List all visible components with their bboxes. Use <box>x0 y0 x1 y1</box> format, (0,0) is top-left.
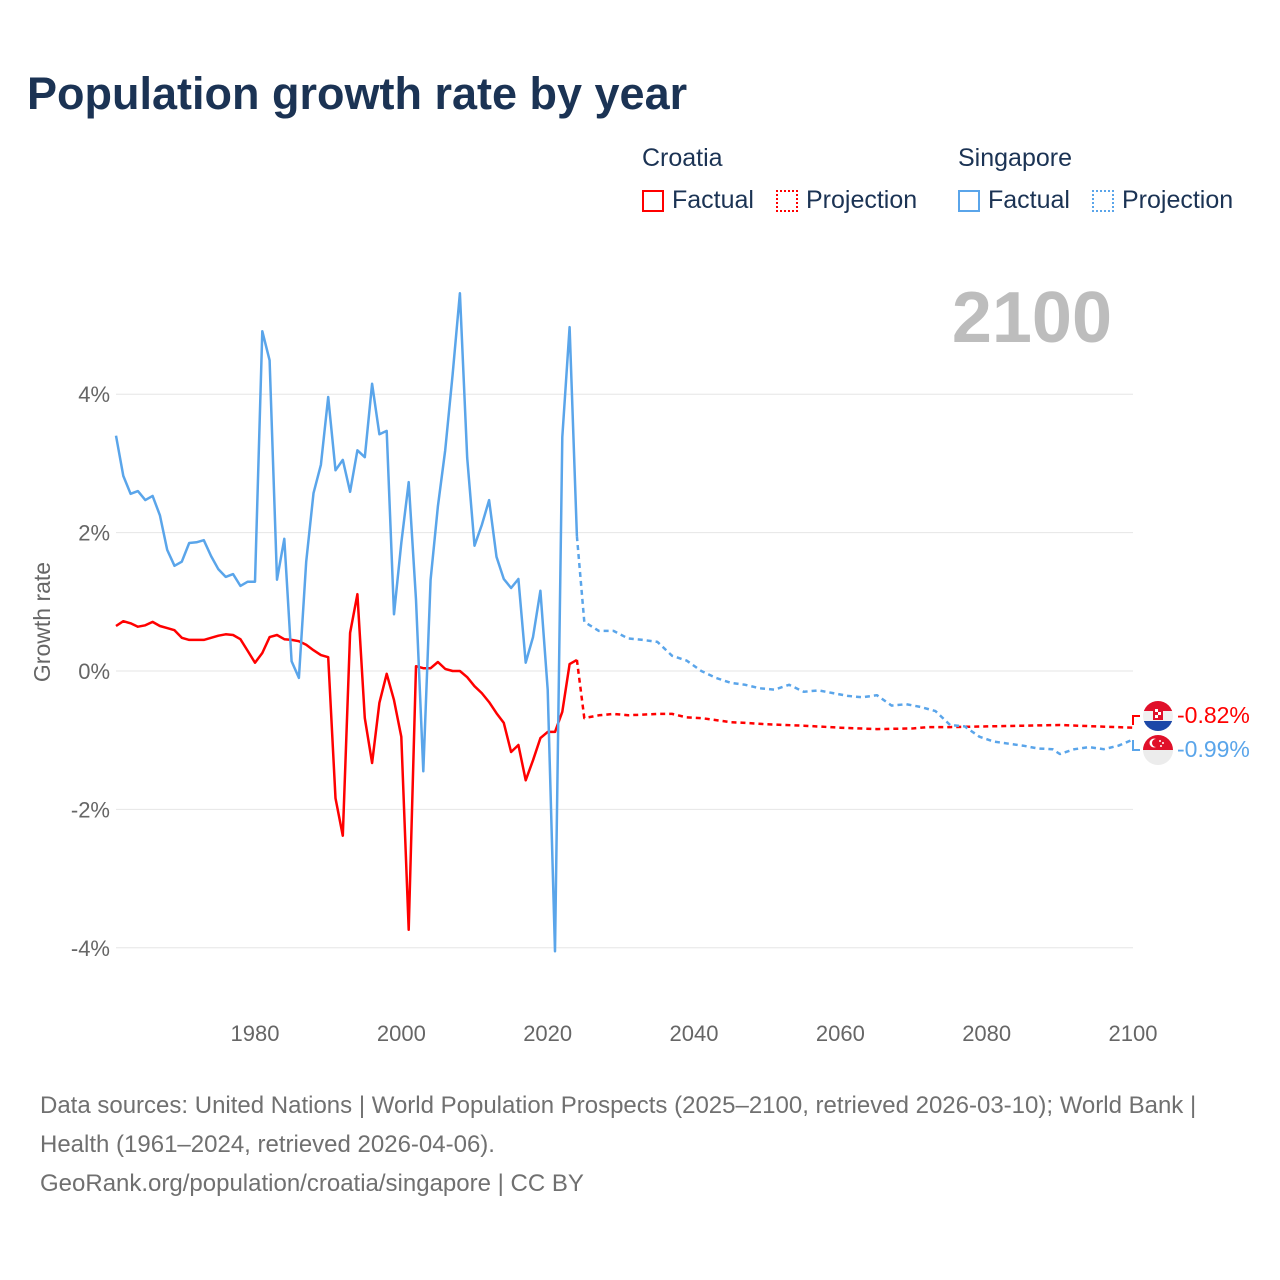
croatia-end-label: -0.82% <box>1177 702 1250 728</box>
credit-link[interactable]: GeoRank.org/population/croatia/singapore… <box>40 1170 584 1197</box>
legend-swatch-solid <box>958 189 980 212</box>
legend-swatch-dotted <box>776 189 798 212</box>
legend-label: Projection <box>1122 186 1234 214</box>
legend-label: Projection <box>806 186 918 214</box>
y-tick-label: 0% <box>78 659 110 684</box>
singapore-factual-line <box>114 291 579 953</box>
x-tick-label: 2080 <box>962 1021 1011 1046</box>
legend-swatch-solid <box>642 189 664 212</box>
legend-label: Factual <box>988 186 1070 214</box>
x-tick-label: 2000 <box>377 1021 426 1046</box>
legend-croatia-projection[interactable]: Projection <box>776 186 917 215</box>
footer: Data sources: United Nations | World Pop… <box>40 1086 1240 1203</box>
croatia-projection-line <box>575 659 1134 731</box>
legend-swatch-dotted <box>1092 189 1114 212</box>
legend-singapore-factual[interactable]: Factual <box>958 186 1070 215</box>
line-chart: 4% 2% 0% -2% -4% 1980 2000 2020 2040 2060 2080 2100… <box>29 278 1250 1046</box>
y-tick-label: -4% <box>71 936 110 961</box>
croatia-flag-icon <box>1143 701 1173 731</box>
croatia-factual-line <box>115 592 578 932</box>
legend-croatia-factual[interactable]: Factual <box>642 186 754 215</box>
legend-group-croatia: Croatia <box>642 144 723 172</box>
x-tick-label: 2100 <box>1109 1021 1158 1046</box>
x-tick-label: 2020 <box>523 1021 572 1046</box>
y-tick-label: 2% <box>78 521 110 546</box>
y-tick-label: -2% <box>71 797 110 822</box>
x-tick-label: 2060 <box>816 1021 865 1046</box>
data-sources: Data sources: United Nations | World Pop… <box>40 1092 1197 1158</box>
legend-label: Factual <box>672 186 754 214</box>
x-tick-label: 1980 <box>231 1021 280 1046</box>
singapore-end-connector <box>1132 740 1140 751</box>
singapore-projection-line <box>575 535 1134 756</box>
singapore-end-label: -0.99% <box>1177 736 1250 762</box>
y-axis-label: Growth rate <box>29 562 55 682</box>
legend-group-singapore: Singapore <box>958 144 1072 172</box>
croatia-end-connector <box>1132 715 1140 725</box>
year-display: 2100 <box>952 278 1112 358</box>
y-tick-label: 4% <box>78 382 110 407</box>
singapore-flag-icon <box>1143 735 1173 765</box>
legend-singapore-projection[interactable]: Projection <box>1092 186 1233 215</box>
chart-title: Population growth rate by year <box>27 68 688 119</box>
x-tick-label: 2040 <box>670 1021 719 1046</box>
